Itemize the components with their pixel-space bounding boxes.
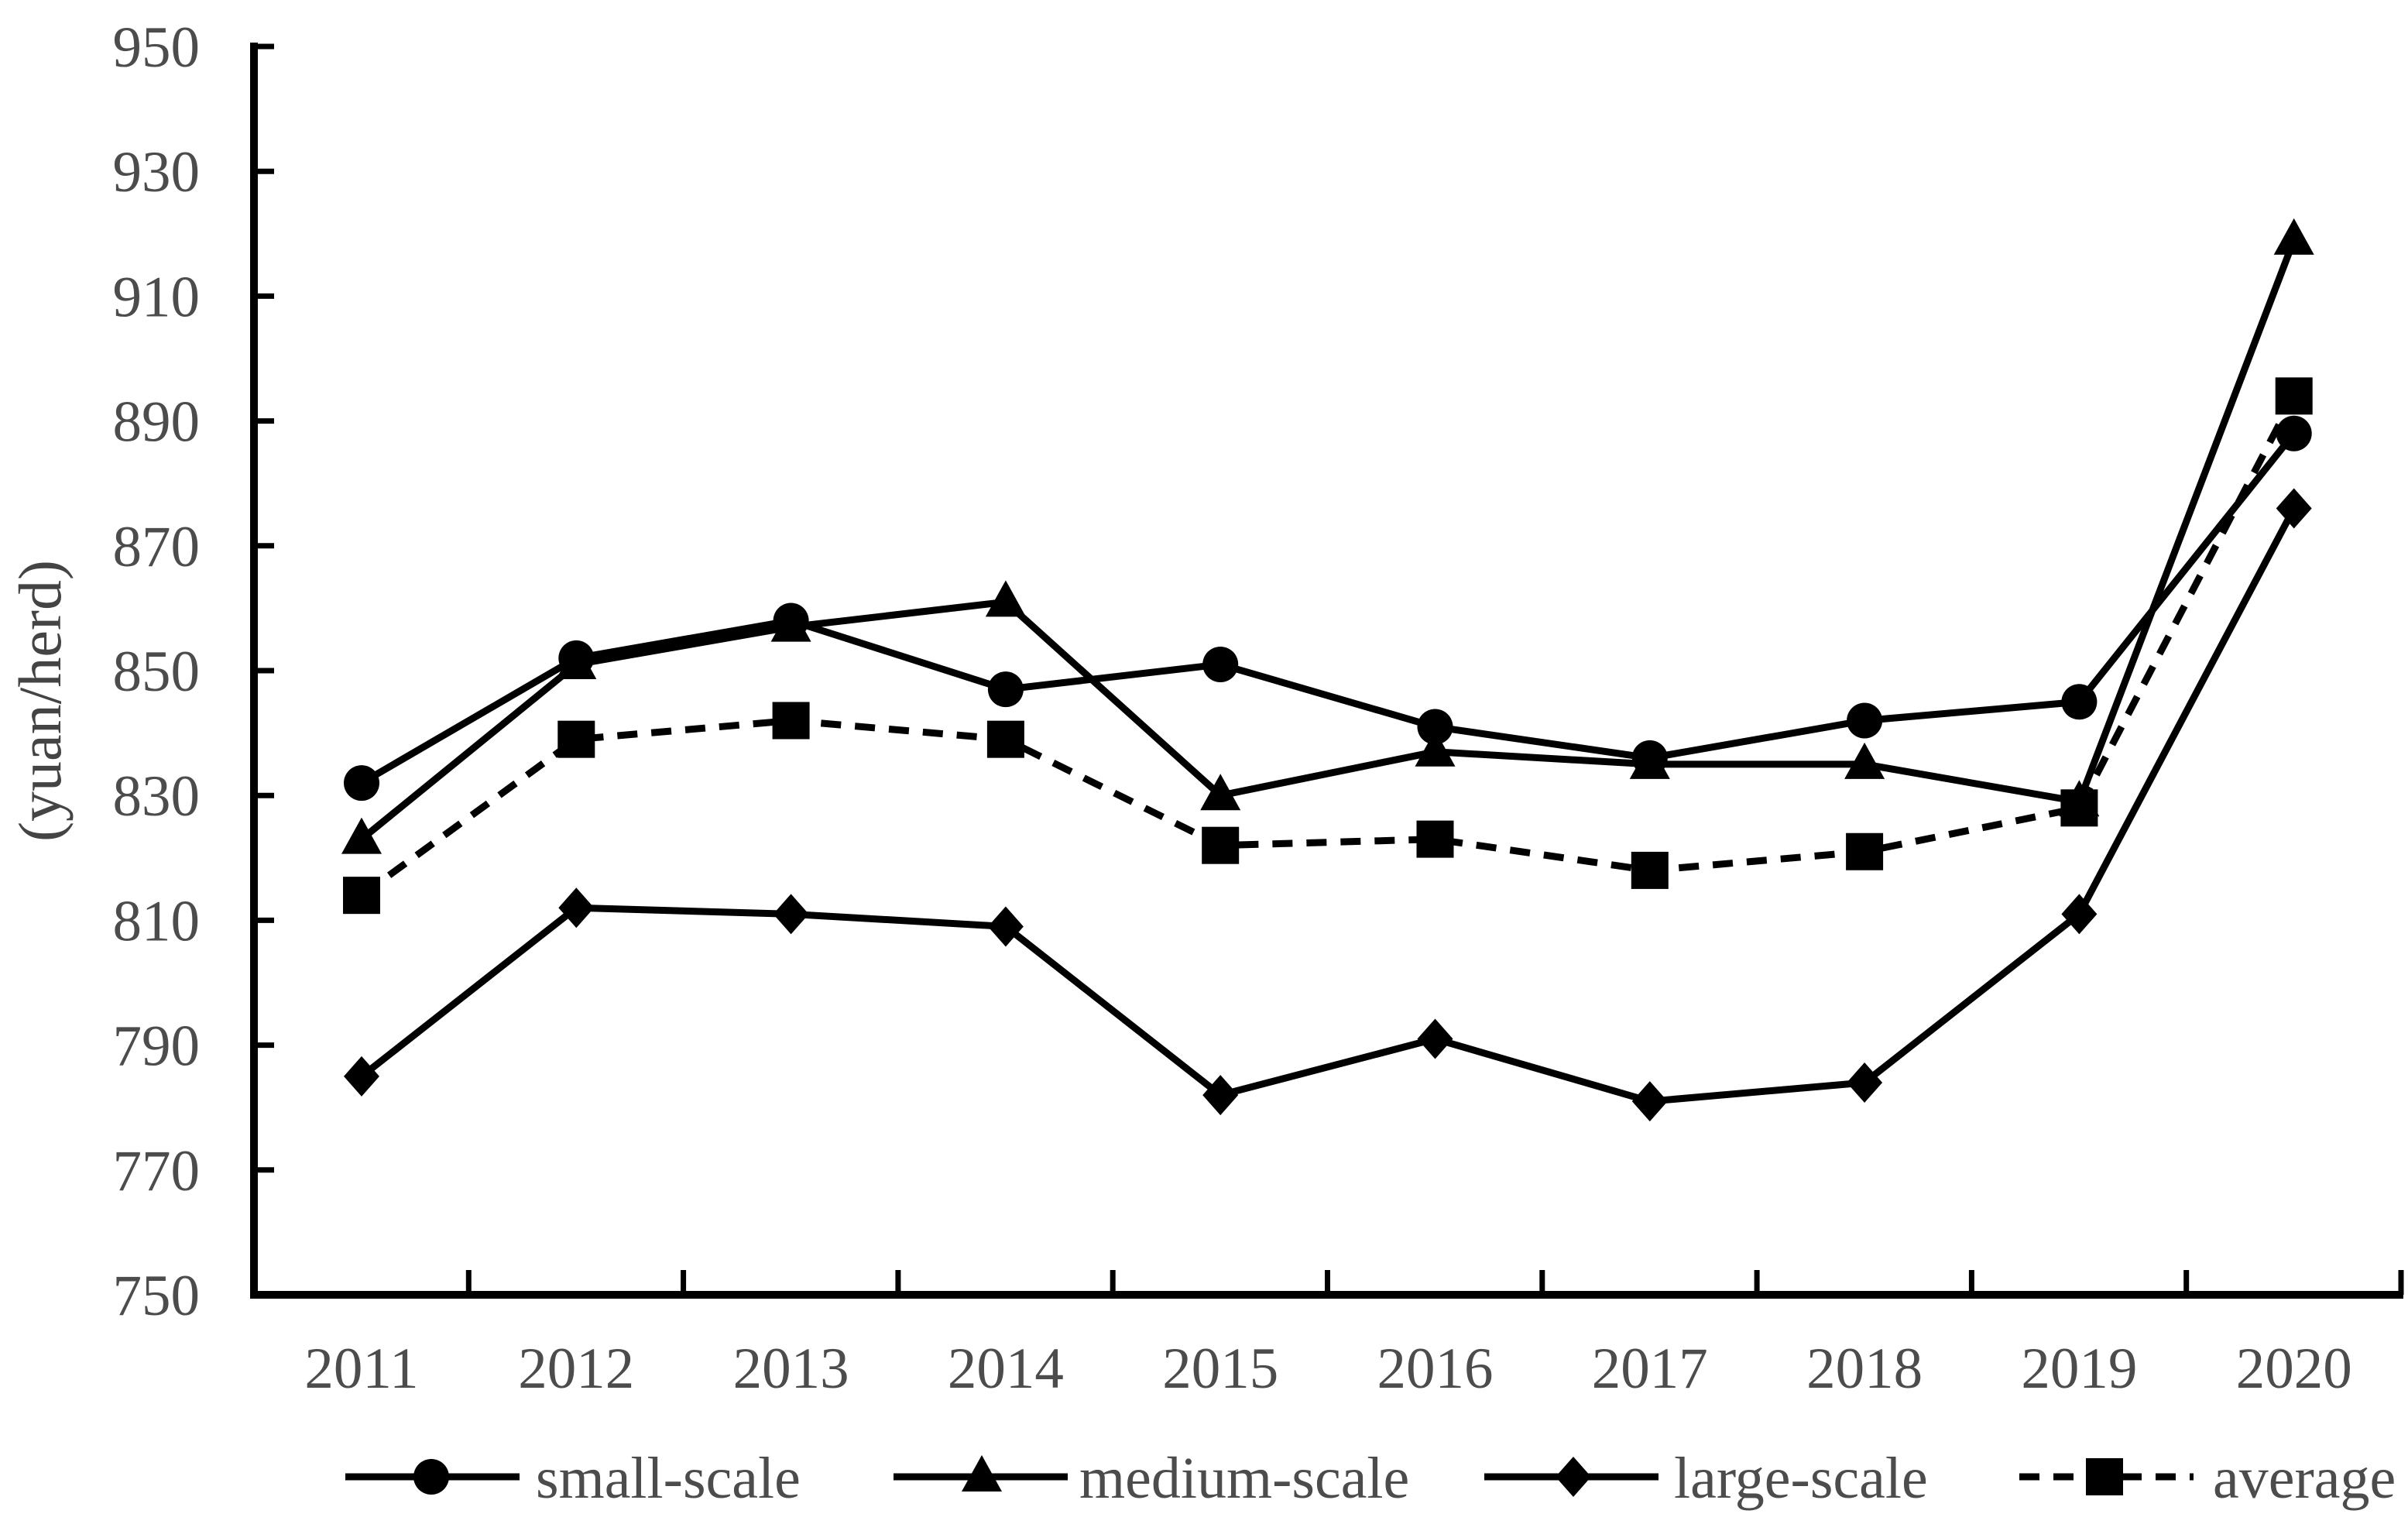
x-tick-label: 2017: [1592, 1337, 1708, 1401]
y-axis-title: (yuan/herd): [6, 560, 74, 842]
square-marker: [2275, 377, 2313, 415]
square-marker: [343, 877, 380, 915]
diamond-marker: [773, 894, 809, 935]
triangle-marker: [2273, 218, 2314, 255]
x-tick-label: 2011: [304, 1337, 418, 1401]
circle-marker: [2276, 415, 2312, 451]
circle-marker: [344, 765, 379, 802]
legend-item-large-scale: large-scale: [1484, 1446, 1928, 1511]
y-tick-label: 870: [113, 515, 201, 579]
axes: [250, 43, 2403, 1299]
x-tick-label: 2013: [733, 1337, 849, 1401]
triangle-marker: [770, 605, 811, 642]
diamond-marker: [2061, 894, 2098, 935]
diamond-marker: [1417, 1018, 1453, 1059]
triangle-marker: [962, 1455, 1002, 1492]
diamond-marker: [1631, 1081, 1668, 1122]
y-tick-label: 930: [113, 140, 201, 204]
triangle-marker: [556, 642, 597, 679]
legend-item-average: average: [2019, 1446, 2396, 1511]
circle-marker: [1202, 646, 1239, 682]
triangle-marker: [1844, 742, 1885, 779]
square-marker: [772, 702, 810, 740]
diamond-marker: [1847, 1062, 1883, 1103]
x-tick-label: 2019: [2021, 1337, 2137, 1401]
y-tick-label: 910: [113, 265, 201, 329]
diamond-marker: [558, 887, 595, 929]
triangle-marker: [1415, 729, 1456, 767]
x-tick-label: 2015: [1162, 1337, 1278, 1401]
y-tick-label: 750: [113, 1264, 201, 1328]
series-medium-scale: [341, 218, 2314, 854]
square-marker: [557, 720, 595, 758]
legend-item-small-scale: small-scale: [345, 1446, 801, 1511]
series-large-scale: [344, 488, 2312, 1122]
x-tick-label: 2014: [948, 1337, 1064, 1401]
x-tick-label: 2020: [2236, 1337, 2352, 1401]
legend-label-small-scale: small-scale: [536, 1446, 801, 1511]
circle-marker: [987, 671, 1024, 708]
diamond-marker: [1202, 1075, 1239, 1116]
diamond-marker: [1556, 1457, 1591, 1497]
y-tick-label: 790: [113, 1014, 201, 1079]
y-tick-label: 950: [113, 15, 201, 80]
circle-marker: [413, 1459, 449, 1495]
x-tick-label: 2016: [1377, 1337, 1494, 1401]
legend-label-average: average: [2213, 1446, 2396, 1511]
x-tick-label: 2012: [518, 1337, 634, 1401]
circle-marker: [1847, 702, 1883, 739]
y-tick-label: 830: [113, 764, 201, 829]
series-small-scale: [344, 415, 2312, 802]
legend-item-medium-scale: medium-scale: [894, 1446, 1409, 1511]
y-tick-label: 770: [113, 1139, 201, 1203]
x-tick-label: 2018: [1806, 1337, 1923, 1401]
square-marker: [2060, 789, 2098, 827]
legend-label-large-scale: large-scale: [1674, 1446, 1928, 1511]
triangle-marker: [985, 580, 1026, 617]
triangle-marker: [1629, 742, 1670, 779]
diamond-marker: [987, 906, 1024, 947]
series-line-large-scale: [359, 506, 2297, 1105]
x-axis-labels: 2011 2012 2013 2014 2015 2016 2017 2018 2019 2020: [304, 1337, 2351, 1401]
legend-label-medium-scale: medium-scale: [1079, 1446, 1409, 1511]
circle-marker: [2061, 684, 2098, 720]
diamond-marker: [2276, 488, 2312, 529]
y-tick-label: 890: [113, 390, 201, 455]
series-average: [343, 377, 2313, 915]
square-marker: [986, 720, 1024, 758]
y-tick-label: 850: [113, 640, 201, 704]
triangle-marker: [341, 817, 382, 854]
square-marker: [1416, 820, 1454, 858]
series-line-small-scale: [359, 431, 2297, 786]
y-tick-label: 810: [113, 889, 201, 953]
series-line-medium-scale: [359, 239, 2297, 843]
square-marker: [1846, 832, 1884, 870]
diamond-marker: [344, 1056, 379, 1097]
square-marker: [1202, 826, 1240, 864]
y-axis-ticks: 750 770 790 810 830 850 870 890 910 930 950: [113, 15, 274, 1328]
series-lines: [341, 218, 2314, 1122]
circle-marker: [1417, 709, 1453, 745]
triangle-marker: [1200, 774, 1241, 811]
legend: small-scale medium-scale large-scale averag…: [345, 1446, 2396, 1511]
square-marker: [1631, 851, 1669, 889]
square-marker: [2086, 1458, 2123, 1495]
